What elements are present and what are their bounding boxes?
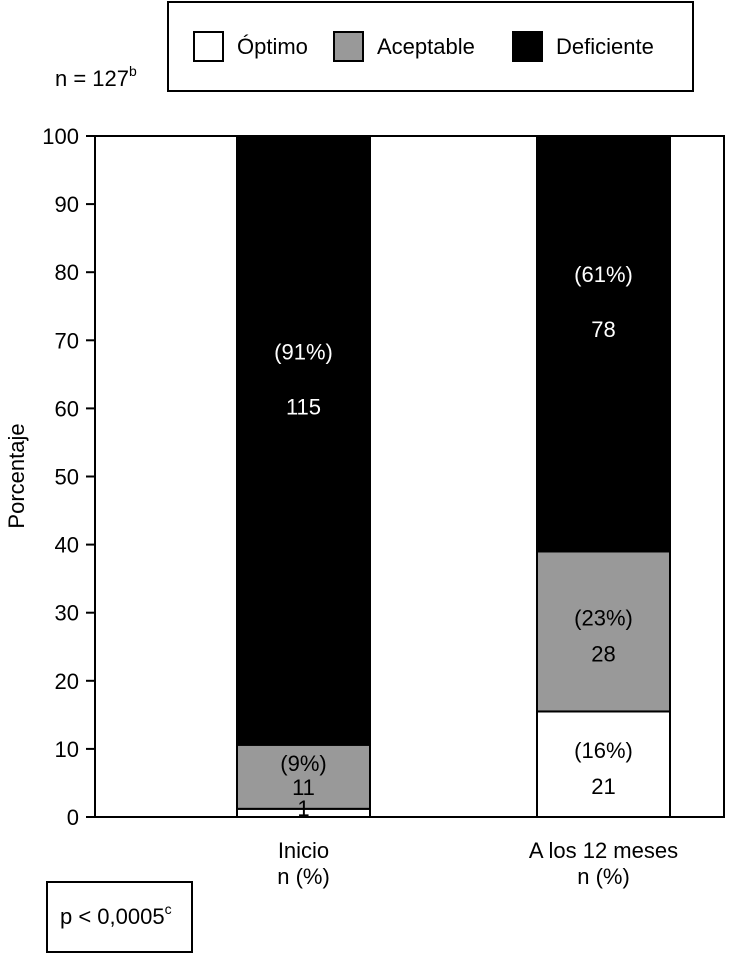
p-value-note: p < 0,0005c: [46, 881, 193, 953]
x-category-label: A los 12 meses: [529, 838, 678, 863]
legend-swatch: [512, 31, 543, 62]
y-tick-label: 0: [67, 805, 79, 830]
bar-segment: [536, 135, 671, 553]
bar-segment: [536, 710, 671, 819]
legend-swatch: [193, 31, 224, 62]
y-tick-label: 70: [55, 328, 79, 353]
y-tick-label: 60: [55, 396, 79, 421]
bar-percent-label: (16%): [574, 738, 633, 763]
y-axis: 0 10 20 30 40 50 60 70 80 90 100: [42, 124, 95, 830]
legend: Óptimo Aceptable Deficiente: [167, 1, 694, 92]
y-axis-title: Porcentaje: [4, 423, 29, 528]
x-category-label: Inicio: [278, 838, 329, 863]
y-tick-label: 90: [55, 192, 79, 217]
y-tick-label: 50: [55, 465, 79, 490]
legend-box: [167, 1, 694, 92]
bar-percent-label: (23%): [574, 605, 633, 630]
y-tick-label: 20: [55, 669, 79, 694]
bar-count-label: 28: [591, 641, 615, 666]
bar-count-label: 1: [297, 796, 309, 821]
bars: 1 (9%)11 (91%) 115 (16%) 21 (23%) 28 (61%) 78: [236, 135, 671, 821]
bar-percent-label: (61%): [574, 262, 633, 287]
bar-segment: [236, 743, 371, 810]
y-tick-label: 100: [42, 124, 79, 149]
p-value-box: [46, 881, 193, 953]
y-tick-label: 30: [55, 601, 79, 626]
y-tick-label: 40: [55, 533, 79, 558]
y-tick-label: 10: [55, 737, 79, 762]
bar-segment: [236, 135, 371, 746]
sample-size-note: n = 127b: [55, 63, 137, 91]
legend-label: Aceptable: [377, 34, 475, 59]
bar-count-label: 11: [292, 775, 315, 800]
bar-percent-label: (91%): [274, 340, 333, 365]
y-tick-label: 80: [55, 260, 79, 285]
legend-label: Óptimo: [237, 34, 308, 59]
legend-swatch: [333, 31, 364, 62]
p-value-text: p < 0,0005c: [60, 901, 172, 929]
bar-segment: [536, 550, 671, 713]
x-category-sublabel: n (%): [277, 864, 330, 889]
bar-count-label: 115: [286, 395, 321, 420]
bar-count-label: 21: [591, 774, 615, 799]
legend-label: Deficiente: [556, 34, 654, 59]
x-category-sublabel: n (%): [577, 864, 630, 889]
bar-percent-label: (9%): [280, 751, 326, 776]
bar-count-label: 78: [591, 317, 615, 342]
